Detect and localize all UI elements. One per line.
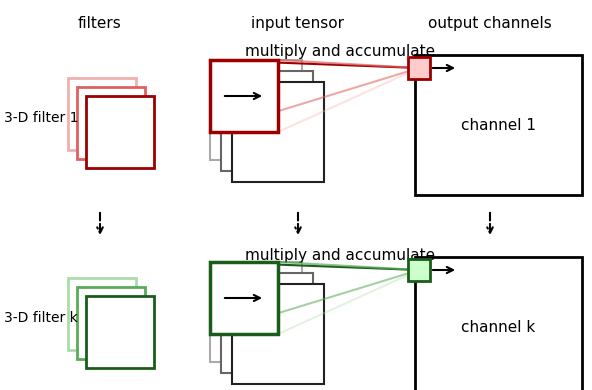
Text: 3-D filter 1: 3-D filter 1 [4, 111, 79, 125]
Bar [210, 60, 278, 132]
Text: multiply and accumulate: multiply and accumulate [245, 44, 435, 59]
Bar [232, 82, 324, 182]
Text: multiply and accumulate: multiply and accumulate [245, 248, 435, 263]
Bar [210, 262, 278, 334]
Bar [221, 273, 313, 373]
Text: channel 1: channel 1 [461, 117, 536, 133]
Bar [86, 96, 154, 168]
Bar [77, 287, 145, 359]
Text: filters: filters [78, 16, 122, 31]
Bar [408, 259, 430, 281]
Text: channel k: channel k [461, 319, 536, 335]
Bar [210, 60, 302, 160]
Bar [221, 71, 313, 171]
Bar [408, 57, 430, 79]
Bar [86, 296, 154, 368]
Bar [77, 87, 145, 159]
Text: input tensor: input tensor [252, 16, 345, 31]
Bar [415, 257, 582, 390]
Bar [210, 262, 302, 362]
Bar [415, 55, 582, 195]
Text: 3-D filter k: 3-D filter k [4, 311, 78, 325]
Bar [68, 278, 136, 350]
Bar [232, 284, 324, 384]
Bar [68, 78, 136, 150]
Text: output channels: output channels [428, 16, 552, 31]
